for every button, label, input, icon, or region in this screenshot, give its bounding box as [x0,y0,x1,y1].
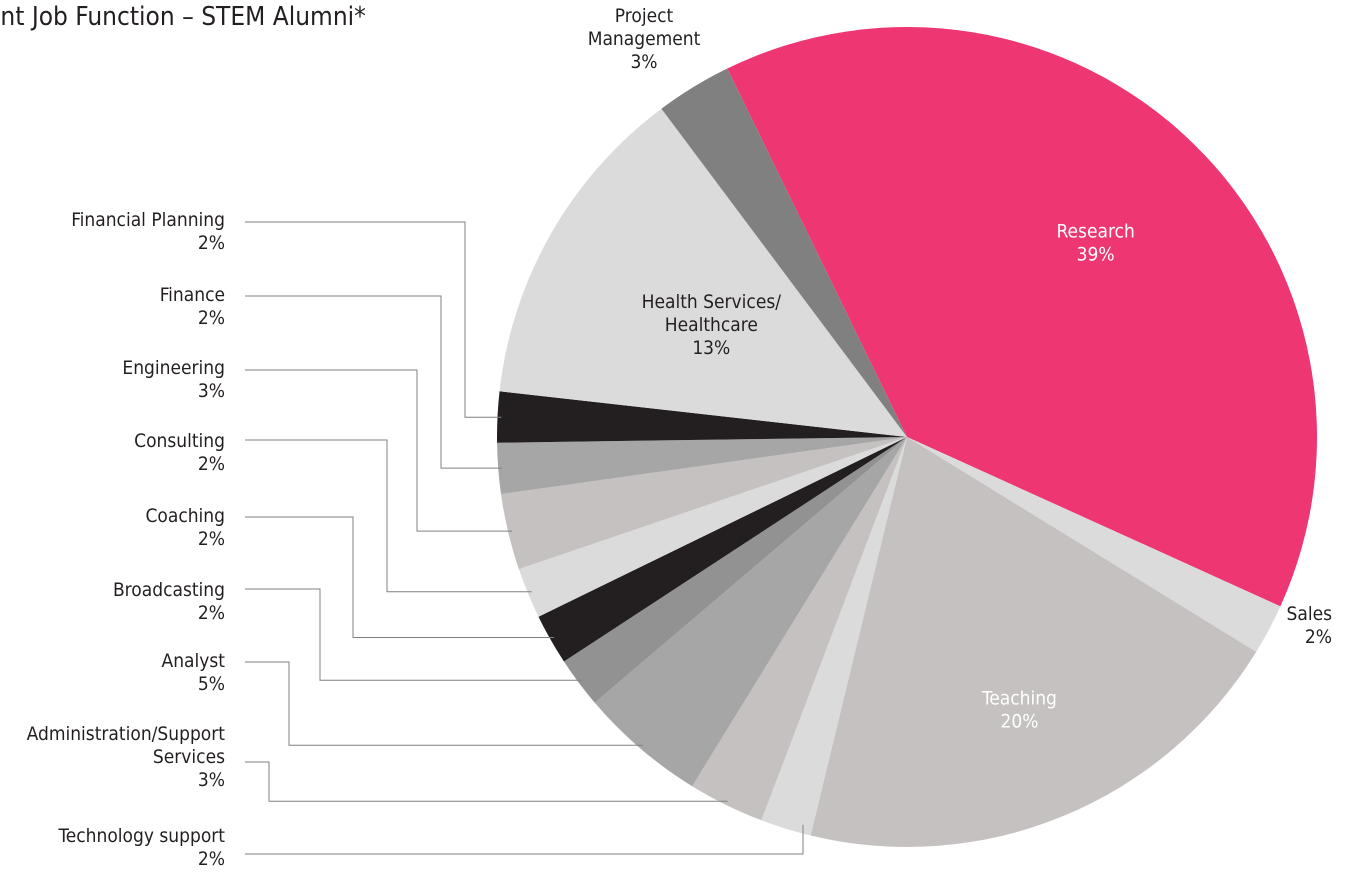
pie-slice-health-services-healthcare [499,108,907,437]
chart-title: ent Job Function – STEM Alumni* [0,2,366,32]
pie-slice-project-management [661,68,907,438]
leader-line-finance [245,295,503,469]
pie-slice-analyst [594,437,907,787]
pie-slice-consulting [518,437,907,617]
leader-line-broadcasting [245,588,582,681]
leader-line-technology-support [245,824,804,855]
pie-slice-engineering [500,437,907,570]
pie-slice-financial-planning [497,391,907,443]
pie-slice-teaching [810,437,1257,847]
slice-label-teaching: Teaching 20% [981,687,1057,732]
pie-slice-technology-support [761,437,907,836]
leader-line-analyst [245,661,643,746]
leader-line-financial-planning [245,221,502,418]
pie-slice-coaching [538,437,907,662]
slice-label-engineering: Engineering 3% [122,357,225,402]
slice-label-finance: Finance 2% [160,284,225,329]
slice-label-administration-support-services: Administration/Support Services 3% [27,723,226,791]
slice-label-research: Research 39% [1057,221,1135,266]
slice-label-analyst: Analyst 5% [162,650,226,695]
leader-line-engineering [245,369,513,532]
slice-label-financial-planning: Financial Planning 2% [71,209,225,254]
pie-slice-research [727,26,1317,607]
pie-slice-sales [907,437,1281,652]
slice-label-broadcasting: Broadcasting 2% [113,579,225,624]
slice-label-health-services-healthcare: Health Services/Healthcare 13% [642,291,782,359]
leader-line-administration-support-services [245,761,728,802]
slice-label-technology-support: Technology support 2% [58,825,226,870]
pie-slice-administration-support-services [692,437,907,821]
leader-line-consulting [245,439,532,593]
pie-slice-broadcasting [563,437,907,703]
slice-label-coaching: Coaching 2% [145,505,225,550]
slice-label-sales: Sales 2% [1286,603,1332,648]
slice-label-project-management: Project Management 3% [588,5,701,73]
slice-label-consulting: Consulting 2% [134,430,225,475]
pie-slice-finance [497,437,907,495]
leader-line-coaching [245,516,554,638]
